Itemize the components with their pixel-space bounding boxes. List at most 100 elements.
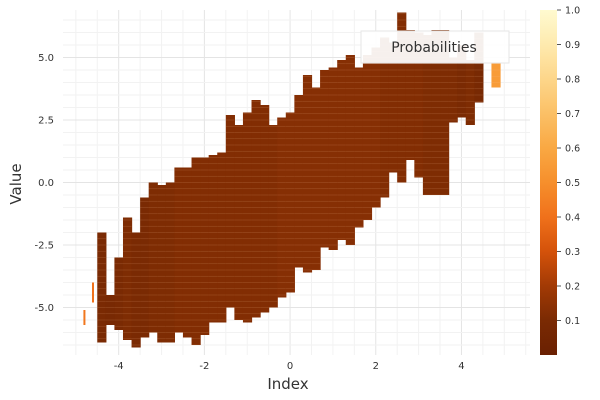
column-bin-lines <box>114 263 123 327</box>
column-bin-lines <box>285 113 295 290</box>
column-bin-lines <box>182 169 192 333</box>
column-bin-lines <box>122 219 132 340</box>
y-tick-label: 0.0 <box>38 178 54 189</box>
colorbar-tick-label: 1.0 <box>565 6 580 17</box>
column-bin-lines <box>362 57 372 221</box>
heatmap-column <box>97 232 107 343</box>
heatmap-column <box>114 257 124 330</box>
column-bin-lines <box>131 238 141 346</box>
heatmap-column <box>157 185 167 343</box>
column-bin-lines <box>148 188 158 333</box>
column-bin-lines <box>165 188 175 340</box>
column-bin-lines <box>328 69 338 246</box>
x-tick-label: -4 <box>114 361 124 372</box>
heatmap-column <box>311 87 321 270</box>
heatmap-column <box>328 67 338 250</box>
colorbar-tick-label: 0.2 <box>565 282 580 293</box>
heatmap-column <box>105 295 116 325</box>
heatmap-column <box>131 232 141 348</box>
heatmap-column <box>268 125 278 308</box>
heatmap-column <box>217 152 227 323</box>
column-bin-lines <box>174 169 183 333</box>
heatmap-column <box>465 60 475 125</box>
heatmap-column <box>277 117 287 298</box>
y-tick-label: -2.5 <box>34 241 54 252</box>
colorbar-tick-label: 0.1 <box>565 316 580 327</box>
heatmap-column <box>388 42 398 173</box>
heatmap-column <box>294 95 304 268</box>
y-tick-label: 5.0 <box>38 53 54 64</box>
y-axis-label: Value <box>7 163 25 204</box>
heatmap-column <box>208 155 218 323</box>
column-bin-lines <box>380 38 389 196</box>
heatmap-column <box>191 157 201 345</box>
heatmap-column <box>371 47 381 208</box>
colorbar-tick-label: 0.5 <box>565 178 580 189</box>
colorbar-tick-label: 0.3 <box>565 247 580 258</box>
heatmap-column <box>200 157 210 335</box>
y-tick-labels: -5.0 -2.5 0.0 2.5 5.0 <box>34 53 54 314</box>
column-bin-lines <box>208 157 218 321</box>
y-tick-label: 2.5 <box>38 116 54 127</box>
column-bin-lines <box>191 163 201 346</box>
x-axis-label: Index <box>267 375 308 393</box>
column-bin-lines <box>431 32 441 196</box>
heatmap-column <box>260 105 270 313</box>
column-bin-lines <box>302 75 312 271</box>
heatmap-column <box>251 100 261 318</box>
column-bin-lines <box>337 63 346 240</box>
x-tick-label: 0 <box>287 361 293 372</box>
x-tick-label: 2 <box>373 361 379 372</box>
column-bin-lines <box>217 157 226 321</box>
column-bin-lines <box>277 119 286 296</box>
legend-box <box>360 30 510 64</box>
heatmap-column <box>362 55 373 220</box>
colorbar-tick-label: 0.6 <box>565 144 580 155</box>
heatmap-column <box>302 75 313 273</box>
column-bin-lines <box>320 75 329 246</box>
heatmap-column <box>440 30 450 195</box>
column-bin-lines <box>234 125 243 321</box>
heatmap-column <box>397 12 407 183</box>
colorbar-tick-label: 0.4 <box>565 213 580 224</box>
heatmap-column <box>320 70 330 248</box>
heatmap-column <box>431 30 441 195</box>
column-bin-lines <box>251 100 261 315</box>
heatmap-column <box>457 45 467 118</box>
column-bin-lines <box>268 125 278 308</box>
colorbar-gradient <box>540 10 557 355</box>
column-bin-lines <box>105 300 115 321</box>
column-bin-lines <box>294 100 303 265</box>
column-bin-lines <box>345 57 355 246</box>
heatmap-column <box>91 282 94 303</box>
heatmap-column <box>491 62 501 88</box>
legend-entry: Probabilities <box>391 40 477 56</box>
heatmap-column <box>242 112 253 323</box>
heatmap-column <box>182 167 193 338</box>
column-bin-lines <box>491 63 501 83</box>
column-bin-lines <box>140 200 149 333</box>
column-bin-lines <box>388 44 398 171</box>
heatmap-column <box>285 112 295 293</box>
x-tick-label: -2 <box>199 361 209 372</box>
column-bin-lines <box>157 188 166 340</box>
heatmap-column <box>148 182 158 333</box>
legend: Probabilities <box>360 30 510 64</box>
colorbar: 0.1 0.2 0.3 0.4 0.5 0.6 0.7 0.8 0.9 1.0 <box>540 6 580 355</box>
y-tick-label: -5.0 <box>34 303 54 314</box>
heatmap-column <box>448 57 458 123</box>
x-tick-labels: -4 -2 0 2 4 <box>114 361 465 372</box>
heatmap-columns <box>83 12 501 348</box>
heatmap-column <box>405 30 415 160</box>
colorbar-tick-label: 0.7 <box>565 109 580 120</box>
heatmap-column <box>122 217 133 340</box>
colorbar-tick-label: 0.9 <box>565 40 580 51</box>
column-bin-lines <box>354 69 363 227</box>
heatmap-column <box>165 182 175 343</box>
column-bin-lines <box>311 88 321 271</box>
heatmap-column <box>422 35 433 195</box>
heatmap-column <box>234 125 244 320</box>
column-bin-lines <box>200 163 209 333</box>
heatmap-column <box>354 67 364 228</box>
